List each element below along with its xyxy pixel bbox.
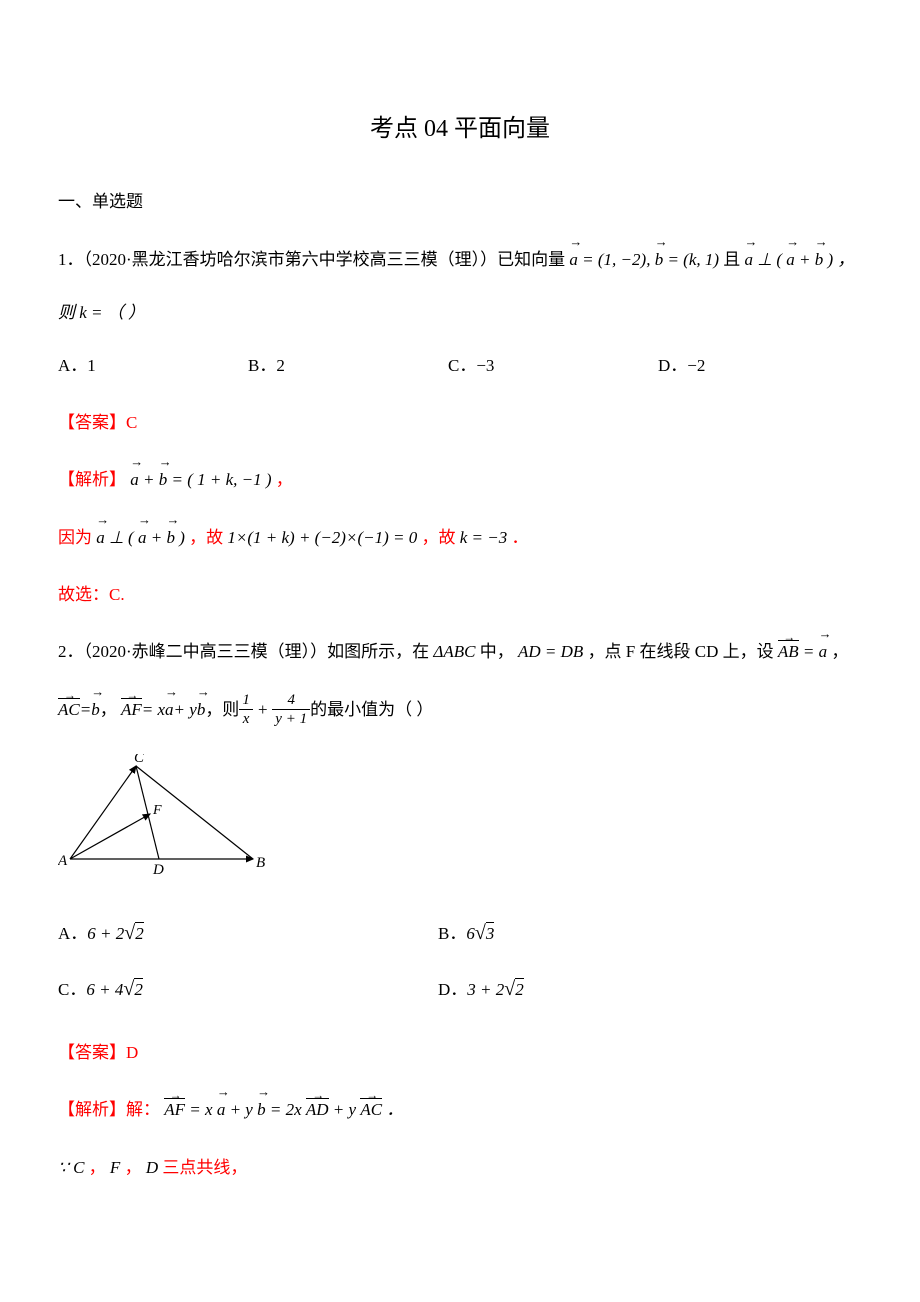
q1-stem-line1: 1．（2020·黑龙江香坊哈尔滨市第六中学校高三三模（理））已知向量 →a = … [58,246,862,273]
vec-AC-an: →AC [360,1096,382,1123]
vec-a-an2: →a [96,524,105,551]
frac2: 4 y + 1 [272,691,310,728]
q2-option-d: D．3 + 2√2 [438,973,818,1005]
close: ) ， [828,250,855,269]
q1-prefix: 1．（2020·黑龙江香坊哈尔滨市第六中学校高三三模（理））已知向量 [58,250,565,269]
vec-b-q2b: →b [197,696,206,723]
pt-d: D [146,1158,158,1177]
eq2: = [80,696,91,723]
vec-b-an3: →b [166,524,175,551]
q1-option-d: D．−2 [658,352,862,379]
q2-mid: 中， [480,642,514,661]
q2-answer: 【答案】D [58,1039,862,1066]
vec-b: →b [655,246,664,273]
q2-prefix: 2．（2020·赤峰二中高三三模（理））如图所示，在 [58,642,433,661]
so2: ，故 [421,528,459,547]
q2-stem-line2: →AC = →b ， →AF = x →a + y →b ，则 1 x + 4 … [58,691,862,728]
svg-text:A: A [58,853,68,869]
q1-option-b: B．2 [248,352,448,379]
svg-text:C: C [134,754,145,766]
cond-text: 且 [723,250,744,269]
page-title: 考点 04 平面向量 [58,110,862,148]
q1-answer: 【答案】C [58,409,862,436]
a-value: = (1, −2), [582,250,655,269]
so1: ，故 [189,528,227,547]
q1-option-a: A．1 [58,352,248,379]
vec-a-an3: →a [138,524,147,551]
analysis-label-2: 【解析】解： [58,1100,160,1119]
q1-conclusion: 故选：C. [58,581,862,608]
q1-analysis-2: 因为 →a ⊥ ( →a + →b ) ，故 1×(1 + k) + (−2)×… [58,524,862,551]
eq-af: = x [142,696,165,723]
vec-a: →a [569,246,578,273]
q2-stem-line1: 2．（2020·赤峰二中高三三模（理））如图所示，在 ΔABC 中， AD = … [58,638,862,665]
svg-text:D: D [152,862,164,878]
vec-a-an: →a [130,466,139,493]
vec-AD-an: →AD [306,1096,329,1123]
vec-a-q2b: →a [165,696,174,723]
vec-b-an-q2: →b [257,1096,266,1123]
because-sym: ∵ [58,1158,73,1177]
analysis-label: 【解析】 [58,470,126,489]
k-val: k = −3 [460,528,508,547]
q1-line2: 则 k = （ ） [58,299,862,326]
vec-b-an: →b [159,466,168,493]
vec-a-an-q2: →a [217,1096,226,1123]
q2-option-b: B．6√3 [438,917,818,949]
q1-option-c: C．−3 [448,352,658,379]
vec-AB: →AB [778,638,799,665]
q1-options: A．1 B．2 C．−3 D．−2 [58,352,862,379]
comma2: ， [100,696,121,723]
vec-b-q2: →b [91,696,100,723]
pt-c: C [73,1158,84,1177]
vec-AF: →AF [121,696,142,723]
ad-eq-db: AD = DB [518,642,583,661]
q2-option-c: C．6 + 4√2 [58,973,438,1005]
q2-options-row1: A．6 + 2√2 B．6√3 [58,917,862,949]
plus-y: + y [174,696,197,723]
vec-AF-an: →AF [164,1096,185,1123]
triangle-diagram: A B C D F [58,754,862,887]
then: ，则 [205,696,239,723]
plus: + [799,250,815,269]
vec-a3: →a [786,246,795,273]
min-text: 的最小值为（ ） [310,696,433,723]
triangle: ΔABC [433,642,475,661]
q1-analysis-1: 【解析】 →a + →b = ( 1 + k, −1 ) ， [58,466,862,493]
q2-analysis-1: 【解析】解： →AF = x →a + y →b = 2x →AD + y →A… [58,1096,862,1123]
section-header: 一、单选题 [58,188,862,215]
perp: ⊥ ( [757,250,782,269]
vec-a-q2: →a [819,638,828,665]
q2-conclusion: ∵ C ， F ， D 三点共线， [58,1154,862,1181]
q1-line2-text: 则 k = （ ） [58,303,145,322]
q2-option-a: A．6 + 2√2 [58,917,438,949]
eq-math: 1×(1 + k) + (−2)×(−1) = 0 [227,528,417,547]
svg-text:B: B [256,855,265,871]
comma1: ， [831,642,848,661]
vec-AC: →AC [58,696,80,723]
because: 因为 [58,528,96,547]
frac1: 1 x [239,691,253,728]
period: ． [511,528,528,547]
eq1: = [803,642,819,661]
q2-options-row2: C．6 + 4√2 D．3 + 2√2 [58,973,862,1005]
b-value: = (k, 1) [667,250,723,269]
pt-f: F [110,1158,120,1177]
q2-pointf: ，点 F 在线段 CD 上，设 [588,642,778,661]
vec-a2: →a [745,246,754,273]
collinear: 三点共线， [162,1158,247,1177]
vec-b2: →b [815,246,824,273]
svg-text:F: F [152,803,162,818]
